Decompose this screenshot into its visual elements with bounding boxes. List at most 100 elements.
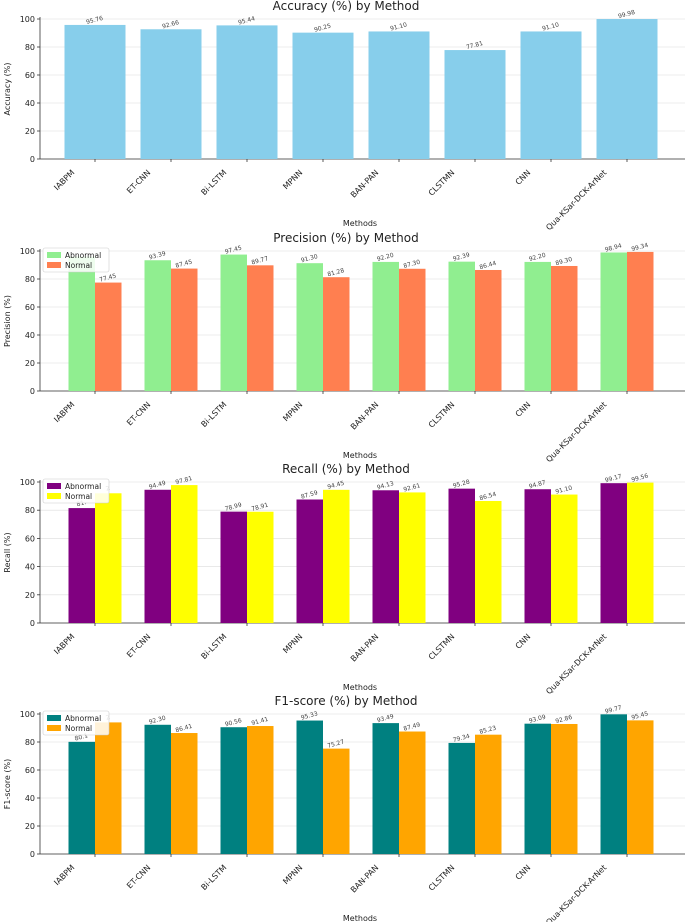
x-axis-label: Methods [343, 451, 377, 460]
y-axis-label: Recall (%) [3, 532, 12, 572]
bar-abnormal-qua-ksar-dck-arnet [600, 483, 627, 623]
value-label: 86.41 [175, 723, 194, 734]
x-tick-label: ET-CNN [125, 400, 152, 427]
x-tick-label: Qua-KSar-DCK-ArNet [544, 863, 608, 922]
value-label: 92.86 [555, 714, 574, 725]
value-label: 93.49 [376, 713, 395, 724]
value-label: 99.77 [604, 704, 623, 715]
x-tick-label: CLSTMN [427, 863, 457, 893]
value-label: 91.10 [389, 21, 408, 32]
value-label: 75.27 [327, 739, 346, 750]
value-label: 87.49 [403, 721, 422, 732]
bar-abnormal-ban-pan [372, 723, 399, 854]
legend-label-abnormal: Abnormal [65, 482, 101, 491]
legend-label-normal: Normal [65, 261, 92, 270]
value-label: 89.77 [251, 255, 270, 266]
chart-title: Recall (%) by Method [282, 462, 410, 476]
x-tick-label: IABPM [52, 632, 76, 656]
x-tick-label: IABPM [52, 168, 76, 192]
y-tick-label: 100 [20, 478, 35, 487]
value-label: 91.10 [541, 21, 560, 32]
bar-abnormal-mpnn [296, 720, 323, 854]
bar-normal-qua-ksar-dck-arnet [627, 251, 654, 391]
x-tick-label: Bi-LSTM [199, 168, 228, 197]
y-axis-label: Accuracy (%) [3, 63, 12, 116]
y-tick-label: 60 [25, 534, 35, 543]
x-tick-label: CNN [514, 400, 533, 419]
y-tick-label: 40 [25, 794, 35, 803]
value-label: 78.91 [251, 502, 270, 513]
y-tick-label: 20 [25, 822, 35, 831]
bar-abnormal-cnn [524, 261, 551, 391]
value-label: 92.61 [403, 482, 422, 493]
x-tick-label: CNN [514, 632, 533, 651]
value-label: 99.56 [631, 473, 650, 484]
value-label: 90.56 [224, 717, 243, 728]
bar-abnormal-bi-lstm [220, 254, 247, 391]
x-tick-label: MPNN [281, 400, 304, 423]
value-label: 99.98 [617, 9, 636, 20]
value-label: 94.45 [327, 480, 346, 491]
bar-normal-mpnn [323, 489, 350, 623]
x-tick-label: MPNN [281, 863, 304, 886]
value-label: 94.87 [528, 479, 547, 490]
bar-abnormal-et-cnn [144, 260, 171, 391]
value-label: 92.66 [161, 19, 180, 30]
y-tick-label: 40 [25, 331, 35, 340]
bar-abnormal-mpnn [296, 263, 323, 391]
value-label: 95.33 [300, 710, 319, 721]
bar-abnormal-mpnn [296, 499, 323, 623]
bar-abnormal-bi-lstm [220, 511, 247, 623]
legend-swatch-abnormal [47, 483, 61, 489]
bar-abnormal-clstmn [448, 261, 475, 391]
bar-abnormal-ban-pan [372, 261, 399, 391]
y-tick-label: 0 [30, 850, 35, 859]
value-label: 95.76 [85, 15, 104, 26]
y-tick-label: 60 [25, 71, 35, 80]
value-label: 91.41 [251, 716, 270, 727]
bar-normal-mpnn [323, 748, 350, 854]
value-label: 92.20 [376, 252, 395, 263]
value-label: 87.59 [300, 489, 319, 500]
bar-normal-bi-lstm [247, 265, 274, 391]
legend-swatch-normal [47, 493, 61, 499]
chart-title: Accuracy (%) by Method [273, 0, 420, 13]
bar-accuracy-bi-lstm [216, 25, 278, 159]
value-label: 98.94 [604, 242, 623, 253]
chart-panel-4: 0 20 40 60 80 100 80.1 92.30 90.56 95.33 93.49 79.3… [3, 694, 685, 922]
y-axis-label: Precision (%) [3, 295, 12, 347]
bar-normal-ban-pan [399, 731, 426, 854]
x-tick-label: Bi-LSTM [199, 863, 228, 892]
bar-abnormal-et-cnn [144, 724, 171, 854]
y-tick-label: 0 [30, 619, 35, 628]
bar-abnormal-clstmn [448, 742, 475, 854]
y-tick-label: 20 [25, 591, 35, 600]
bar-abnormal-clstmn [448, 488, 475, 623]
value-label: 92.39 [452, 252, 471, 263]
legend-swatch-normal [47, 262, 61, 268]
value-label: 79.34 [452, 733, 471, 744]
bar-normal-cnn [551, 265, 578, 391]
x-tick-label: Qua-KSar-DCK-ArNet [544, 168, 608, 232]
value-label: 97.81 [175, 475, 194, 486]
x-tick-label: CLSTMN [427, 400, 457, 430]
bar-normal-et-cnn [171, 485, 198, 623]
bar-normal-cnn [551, 723, 578, 854]
value-label: 81. [76, 499, 87, 508]
bar-abnormal-qua-ksar-dck-arnet [600, 252, 627, 391]
bar-normal-iabpm [95, 282, 122, 391]
y-tick-label: 0 [30, 155, 35, 164]
value-label: 95.45 [631, 710, 650, 721]
bar-normal-clstmn [475, 269, 502, 391]
bar-normal-cnn [551, 494, 578, 623]
x-tick-label: CLSTMN [427, 168, 457, 198]
x-tick-label: CNN [514, 863, 533, 882]
bar-normal-clstmn [475, 734, 502, 854]
x-tick-label: BAN-PAN [349, 632, 381, 664]
y-tick-label: 60 [25, 766, 35, 775]
legend-swatch-abnormal [47, 715, 61, 721]
y-axis-label: F1-score (%) [3, 759, 12, 809]
bar-accuracy-cnn [520, 31, 582, 159]
